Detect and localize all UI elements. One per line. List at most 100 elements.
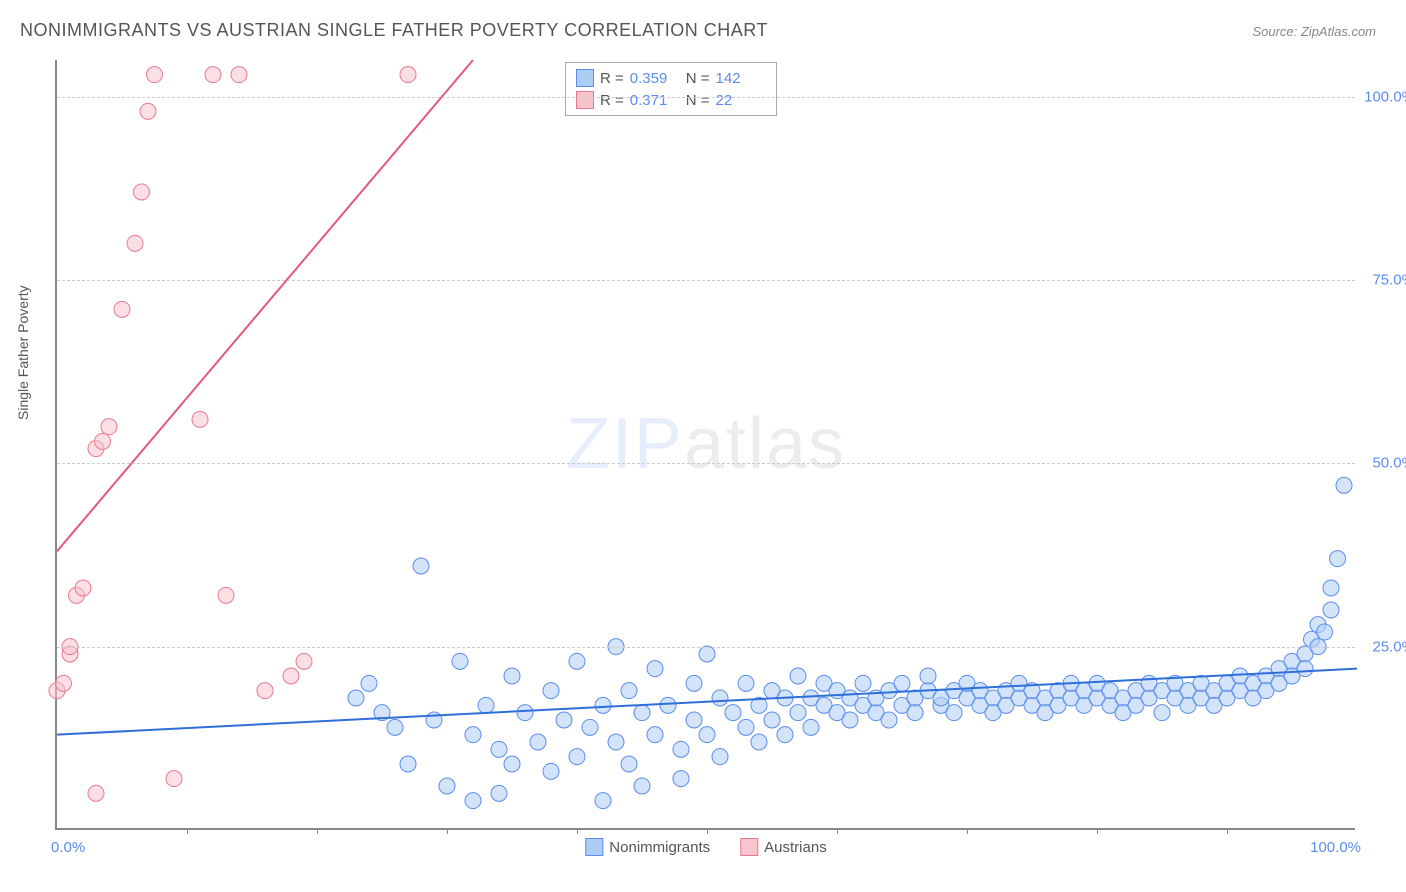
data-point — [491, 785, 507, 801]
x-tick-100: 100.0% — [1310, 839, 1361, 856]
data-point — [790, 668, 806, 684]
chart-plot-area: ZIPatlas R = 0.359 N = 142 R = 0.371 N =… — [55, 60, 1355, 830]
x-tick — [447, 828, 448, 834]
trend-line — [57, 669, 1357, 735]
data-point — [75, 580, 91, 596]
data-point — [543, 763, 559, 779]
data-point — [465, 793, 481, 809]
swatch-austrians-icon — [740, 838, 758, 856]
legend-item-nonimmigrants: Nonimmigrants — [585, 838, 710, 856]
data-point — [543, 683, 559, 699]
grid-line-h — [57, 463, 1355, 464]
data-point — [647, 661, 663, 677]
y-tick-label: 100.0% — [1364, 88, 1406, 105]
data-point — [1336, 477, 1352, 493]
x-tick — [707, 828, 708, 834]
data-point — [400, 67, 416, 83]
data-point — [361, 675, 377, 691]
data-point — [1323, 602, 1339, 618]
x-tick — [1097, 828, 1098, 834]
x-tick-0: 0.0% — [51, 839, 85, 856]
data-point — [257, 683, 273, 699]
data-point — [140, 103, 156, 119]
data-point — [712, 749, 728, 765]
y-axis-label: Single Father Poverty — [15, 285, 31, 420]
data-point — [114, 301, 130, 317]
data-point — [582, 719, 598, 735]
scatter-svg — [57, 60, 1355, 828]
data-point — [842, 712, 858, 728]
legend-label-nonimmigrants: Nonimmigrants — [609, 839, 710, 856]
data-point — [686, 675, 702, 691]
data-point — [673, 741, 689, 757]
x-tick — [317, 828, 318, 834]
grid-line-h — [57, 280, 1355, 281]
y-tick-label: 25.0% — [1372, 638, 1406, 655]
data-point — [777, 727, 793, 743]
data-point — [101, 419, 117, 435]
data-point — [1297, 661, 1313, 677]
data-point — [283, 668, 299, 684]
data-point — [699, 646, 715, 662]
grid-line-h — [57, 647, 1355, 648]
data-point — [595, 793, 611, 809]
data-point — [478, 697, 494, 713]
chart-title: NONIMMIGRANTS VS AUSTRIAN SINGLE FATHER … — [20, 20, 768, 41]
data-point — [790, 705, 806, 721]
data-point — [56, 675, 72, 691]
data-point — [660, 697, 676, 713]
grid-line-h — [57, 97, 1355, 98]
legend-item-austrians: Austrians — [740, 838, 827, 856]
data-point — [569, 749, 585, 765]
data-point — [738, 719, 754, 735]
data-point — [764, 712, 780, 728]
data-point — [569, 653, 585, 669]
series-legend: Nonimmigrants Austrians — [585, 838, 826, 856]
data-point — [218, 587, 234, 603]
data-point — [465, 727, 481, 743]
data-point — [920, 668, 936, 684]
data-point — [504, 668, 520, 684]
data-point — [725, 705, 741, 721]
data-point — [530, 734, 546, 750]
data-point — [166, 771, 182, 787]
data-point — [205, 67, 221, 83]
data-point — [1330, 551, 1346, 567]
data-point — [556, 712, 572, 728]
data-point — [504, 756, 520, 772]
data-point — [595, 697, 611, 713]
data-point — [621, 683, 637, 699]
data-point — [439, 778, 455, 794]
data-point — [88, 785, 104, 801]
data-point — [673, 771, 689, 787]
data-point — [738, 675, 754, 691]
swatch-nonimmigrants-icon — [585, 838, 603, 856]
data-point — [452, 653, 468, 669]
data-point — [686, 712, 702, 728]
data-point — [127, 235, 143, 251]
data-point — [881, 712, 897, 728]
data-point — [400, 756, 416, 772]
data-point — [95, 433, 111, 449]
data-point — [348, 690, 364, 706]
y-tick-label: 50.0% — [1372, 455, 1406, 472]
data-point — [134, 184, 150, 200]
data-point — [803, 719, 819, 735]
data-point — [192, 411, 208, 427]
data-point — [855, 675, 871, 691]
data-point — [634, 705, 650, 721]
data-point — [634, 778, 650, 794]
data-point — [147, 67, 163, 83]
legend-label-austrians: Austrians — [764, 839, 827, 856]
data-point — [621, 756, 637, 772]
data-point — [712, 690, 728, 706]
data-point — [608, 734, 624, 750]
data-point — [894, 675, 910, 691]
data-point — [517, 705, 533, 721]
data-point — [296, 653, 312, 669]
data-point — [647, 727, 663, 743]
x-tick — [837, 828, 838, 834]
x-tick — [577, 828, 578, 834]
x-tick — [1227, 828, 1228, 834]
x-tick — [187, 828, 188, 834]
